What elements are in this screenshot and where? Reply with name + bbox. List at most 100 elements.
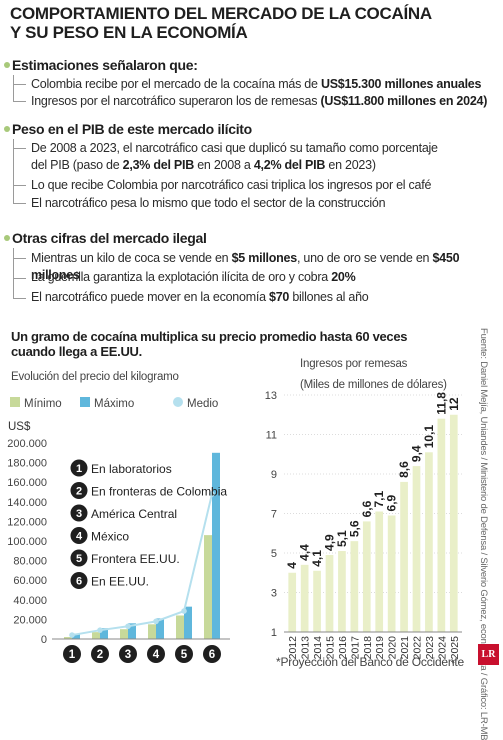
x-tick-label: 2019: [374, 636, 386, 660]
charts-canvas: Mínimo Máximo Medio US$ 0 20.000 40.000 60.000 8…: [7, 390, 462, 663]
tree-tick: [13, 298, 26, 299]
bar-min: [148, 624, 156, 639]
list-item: Colombia recibe por el mercado de la coc…: [31, 77, 482, 91]
bar-min: [204, 535, 212, 639]
data-label: 4,1: [310, 550, 324, 567]
medio-point: [181, 608, 187, 614]
bar: [362, 521, 371, 632]
stage-label: Frontera EE.UU.: [91, 552, 180, 566]
bar: [387, 515, 396, 632]
bar-min: [64, 637, 72, 639]
tree-tick: [13, 258, 26, 259]
y-tick-label: 0: [41, 634, 47, 646]
left-chart-subtitle: Evolución del precio del kilogramo: [11, 371, 179, 383]
y-axis-unit: US$: [8, 421, 31, 433]
stage-number: 5: [76, 553, 82, 565]
medio-line: [71, 493, 213, 637]
stage-number-badge: [70, 572, 88, 589]
bar: [288, 572, 297, 632]
category-number-badge: [119, 645, 137, 663]
list-item: De 2008 a 2023, el narcotráfico casi que…: [31, 141, 438, 172]
section-heading-pib: Peso en el PIB de este mercado ilícito: [4, 121, 252, 137]
bar-max: [212, 452, 220, 639]
title-line-2: Y SU PESO EN LA ECONOMÍA: [10, 23, 248, 42]
data-label: 12: [447, 397, 461, 411]
bar: [375, 511, 384, 632]
x-tick-label: 2022: [412, 636, 424, 660]
stage-number: 4: [76, 531, 83, 543]
x-tick-label: 2013: [300, 636, 312, 660]
data-label: 6,6: [360, 500, 374, 517]
right-chart-footnote: *Proyección del Banco de Occidente: [276, 655, 464, 669]
tree-tick: [13, 148, 26, 149]
stage-number-badge: [70, 527, 88, 544]
data-label: 4,9: [323, 534, 337, 551]
bar: [350, 541, 359, 632]
bullet-dot-icon: [4, 235, 10, 241]
tree-line: [13, 248, 28, 298]
x-tick-label: 2: [97, 649, 103, 661]
medio-point: [69, 632, 75, 638]
tree-line: [13, 75, 28, 101]
list-item: Lo que recibe Colombia por narcotráfico …: [31, 178, 432, 192]
legend-label: Mínimo: [24, 398, 62, 410]
y-tick-label: 20.000: [13, 614, 47, 626]
lr-logo: LR: [478, 644, 499, 665]
stage-number: 6: [76, 576, 82, 588]
medio-point: [153, 618, 159, 625]
bar-max: [128, 623, 136, 639]
y-tick-label: 7: [271, 509, 277, 521]
right-chart-remittances: 135791113420124,420134,120144,920155,120…: [265, 390, 462, 663]
x-tick-label: 4: [153, 649, 160, 661]
bar-max: [100, 628, 108, 639]
right-chart-unit: (Miles de millones de dólares): [300, 379, 447, 391]
stage-label: En EE.UU.: [91, 575, 149, 589]
data-label: 7,1: [372, 491, 386, 508]
bar: [313, 570, 321, 632]
category-number-badge: [91, 645, 109, 663]
y-tick-label: 140.000: [7, 497, 47, 509]
stage-number: 3: [76, 508, 82, 520]
x-tick-label: 3: [125, 649, 131, 661]
data-label: 4,4: [298, 544, 312, 561]
x-tick-label: 2021: [399, 636, 411, 660]
bar-max: [72, 633, 80, 639]
medio-point: [209, 491, 215, 497]
bar-max: [184, 606, 192, 639]
data-label: 11,8: [434, 392, 448, 415]
section-heading-otras-cifras: Otras cifras del mercado ilegal: [4, 230, 207, 246]
left-chart-title-line-1: Un gramo de cocaína multiplica su precio…: [11, 329, 408, 344]
data-label: 9,4: [410, 445, 424, 462]
category-number-badge: [147, 645, 165, 663]
x-tick-label: 1: [69, 649, 76, 661]
left-chart-title-line-2: cuando llega a EE.UU.: [11, 344, 142, 359]
y-tick-label: 1: [271, 627, 277, 639]
source-credit: Fuente: Daniel Mejía, Uniandes / Ministe…: [478, 328, 489, 740]
title-line-1: COMPORTAMIENTO DEL MERCADO DE LA COCAÍNA: [10, 4, 432, 23]
y-tick-label: 180.000: [7, 458, 47, 470]
tree-tick: [13, 185, 26, 186]
left-chart-title: Un gramo de cocaína multiplica su precio…: [11, 329, 408, 359]
stage-number-badge: [70, 549, 88, 567]
bar: [338, 551, 346, 632]
x-tick-label: *2025: [449, 636, 461, 664]
list-item: Ingresos por el narcotráfico superaron l…: [31, 94, 488, 108]
x-tick-label: 6: [209, 649, 215, 661]
list-item: Mientras un kilo de coca se vende en $5 …: [31, 251, 460, 282]
x-tick-label: 2020: [387, 636, 399, 660]
y-tick-label: 160.000: [7, 477, 47, 489]
legend-swatch: [80, 397, 90, 407]
infographic-title: COMPORTAMIENTO DEL MERCADO DE LA COCAÍNA…: [10, 4, 480, 42]
stage-label: En laboratorios: [91, 462, 172, 476]
y-tick-label: 9: [271, 469, 277, 481]
stage-number-badge: [70, 504, 88, 522]
data-label: 5,6: [347, 520, 361, 537]
bullet-dot-icon: [4, 62, 10, 68]
bar: [412, 466, 421, 632]
stage-label: América Central: [91, 507, 177, 521]
tree-tick: [13, 101, 26, 102]
legend-label: Medio: [187, 398, 218, 410]
x-tick-label: 2015: [325, 636, 337, 660]
x-tick-label: 2024: [436, 636, 448, 660]
bar: [449, 414, 458, 632]
